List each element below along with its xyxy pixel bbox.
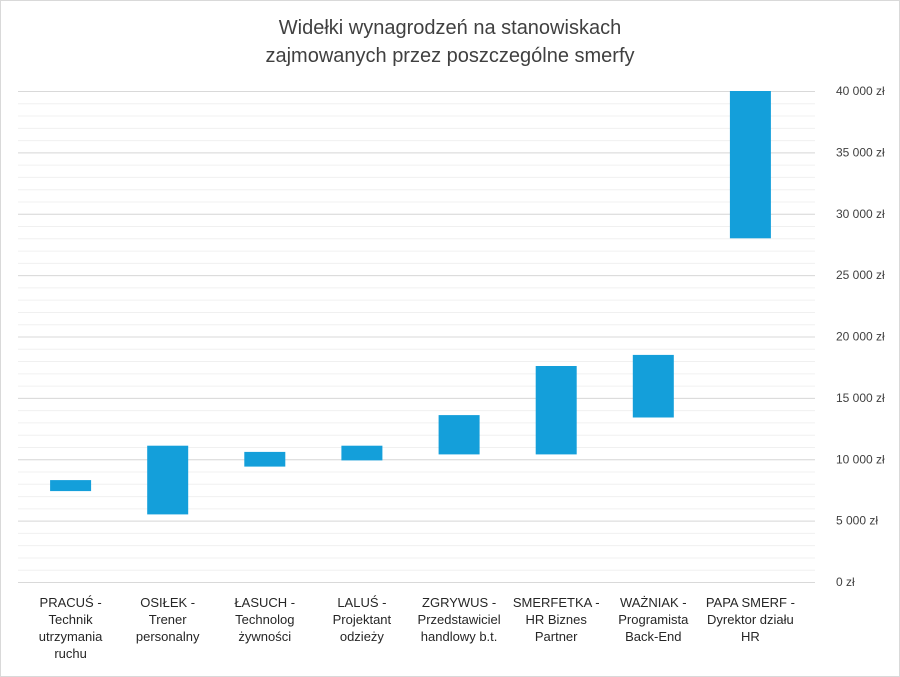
x-category-label: LALUŚ - Projektant odzieży: [314, 594, 410, 645]
range-bar: [50, 480, 92, 492]
x-category-label: PRACUŚ - Technik utrzymania ruchu: [23, 594, 119, 662]
range-bars: [50, 91, 771, 515]
x-category-label-line: ruchu: [54, 646, 87, 661]
x-category-label: PAPA SMERF - Dyrektor działu HR: [702, 594, 798, 645]
x-category-label-line: Technik: [48, 612, 93, 627]
x-category-label: ŁASUCH - Technolog żywności: [217, 594, 313, 645]
chart-title-block: Widełki wynagrodzeń na stanowiskach zajm…: [0, 14, 900, 70]
x-category-label-line: LALUŚ -: [337, 595, 387, 610]
x-category-label-line: Przedstawiciel: [417, 612, 501, 627]
range-bar: [244, 451, 286, 467]
x-category-label-line: Programista: [618, 612, 689, 627]
range-bar: [535, 366, 577, 455]
x-category-label: OSIŁEK - Trener personalny: [120, 594, 216, 645]
chart-title: Widełki wynagrodzeń na stanowiskach: [278, 17, 622, 39]
x-category-label-line: odzieży: [339, 629, 384, 644]
range-bar: [341, 445, 383, 461]
x-category-label-line: OSIŁEK - Trener: [140, 595, 196, 627]
x-category-label-line: Partner: [534, 629, 578, 644]
y-tick-label: 5 000 zł: [836, 514, 878, 528]
x-category-label-line: ŁASUCH -: [234, 595, 296, 610]
chart-subtitle: zajmowanych przez poszczególne smerfy: [265, 45, 635, 67]
x-category-label: WAŻNIAK - Programista Back-End: [605, 594, 701, 645]
x-category-label-line: personalny: [135, 629, 200, 644]
x-category-label-line: HR: [741, 629, 760, 644]
y-tick-label: 15 000 zł: [836, 391, 885, 405]
y-axis-tick-labels: 0 zł 5 000 zł 10 000 zł 15 000 zł 20 000 zł 2…: [836, 84, 885, 589]
x-category-label-line: handlowy b.t.: [420, 629, 498, 644]
x-category-label-line: PRACUŚ -: [39, 595, 102, 610]
y-tick-label: 10 000 zł: [836, 452, 885, 466]
x-category-label-line: HR Biznes: [525, 612, 587, 627]
x-category-label-line: PAPA SMERF -: [705, 595, 795, 610]
x-category-label-line: Dyrektor działu: [707, 612, 794, 627]
x-category-label-line: utrzymania: [38, 629, 103, 644]
range-bar: [632, 354, 674, 418]
x-category-label-line: ZGRYWUS -: [422, 595, 497, 610]
y-tick-label: 35 000 zł: [836, 145, 885, 159]
x-category-label-line: żywności: [238, 629, 292, 644]
range-bar: [147, 445, 189, 515]
y-tick-label: 30 000 zł: [836, 207, 885, 221]
y-tick-label: 20 000 zł: [836, 330, 885, 344]
range-bar: [438, 415, 480, 455]
range-bar: [729, 91, 771, 239]
y-tick-label: 40 000 zł: [836, 84, 885, 98]
x-category-label-line: WAŻNIAK -: [619, 595, 687, 610]
x-category-label-line: SMERFETKA -: [512, 595, 600, 610]
y-tick-label: 0 zł: [836, 575, 855, 589]
x-category-label: ZGRYWUS - Przedstawiciel handlowy b.t.: [411, 594, 507, 645]
x-category-label: SMERFETKA - HR Biznes Partner: [508, 594, 604, 645]
major-gridlines: [18, 91, 815, 583]
x-category-label-line: Technolog: [235, 612, 295, 627]
x-category-label-line: Projektant: [332, 612, 392, 627]
x-category-label-line: Back-End: [625, 629, 682, 644]
y-tick-label: 25 000 zł: [836, 268, 885, 282]
